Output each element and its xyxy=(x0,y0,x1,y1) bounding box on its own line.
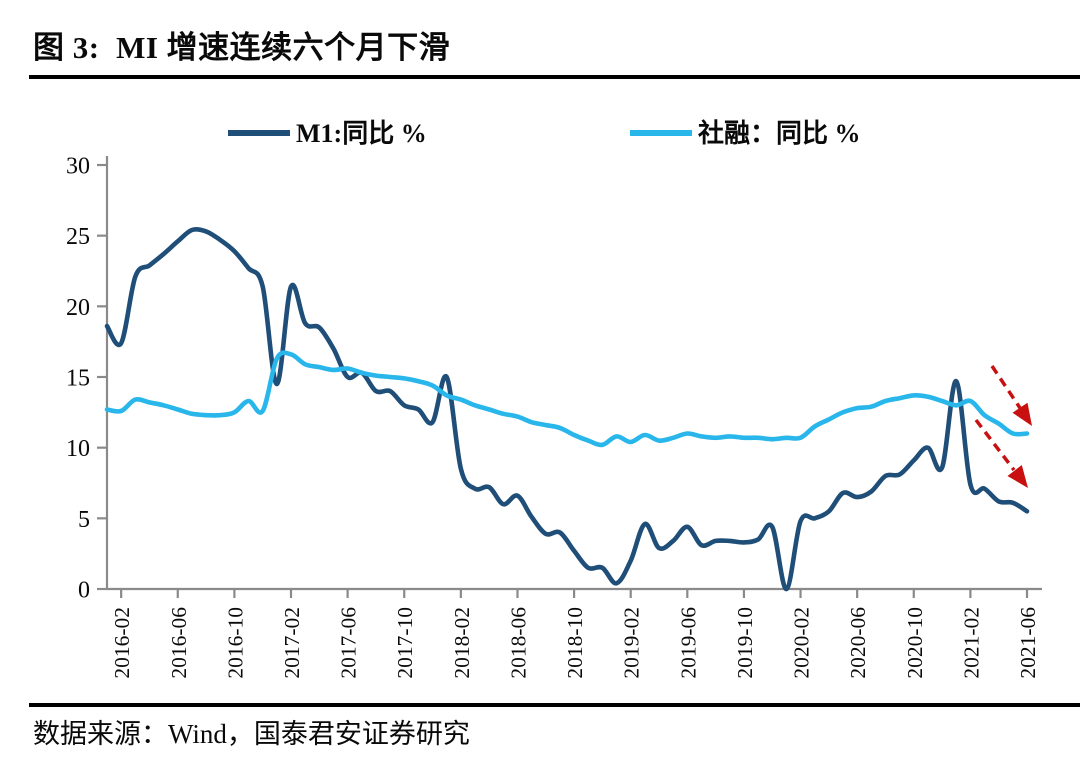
trend-arrow-lower-head xyxy=(1007,465,1028,488)
x-tick-label: 2019-10 xyxy=(733,607,757,679)
y-axis-ticks: 0 5 10 15 20 25 30 xyxy=(66,154,107,604)
trend-arrow-upper xyxy=(990,365,1032,426)
legend-label-shehuirong: 社融：同比 % xyxy=(698,118,861,148)
x-tick-label: 2016-02 xyxy=(110,607,134,679)
y-tick-label: 0 xyxy=(78,578,90,604)
y-tick-label: 15 xyxy=(66,366,90,392)
y-axis: 0 5 10 15 20 25 30 xyxy=(66,154,109,604)
trend-arrow-lower xyxy=(974,418,1028,488)
shehuirong-series-line xyxy=(104,350,1030,448)
x-tick-label: 2020-02 xyxy=(790,607,814,679)
y-tick-label: 10 xyxy=(66,436,90,462)
x-tick-label: 2017-10 xyxy=(393,607,417,679)
x-axis-ticks: 2016-02 2016-06 2016-10 2017-02 2017-06 2017-… xyxy=(110,589,1040,679)
x-tick-label: 2016-10 xyxy=(223,607,247,679)
x-tick-label: 2016-06 xyxy=(167,607,191,679)
x-tick-label: 2018-10 xyxy=(563,607,587,679)
trend-arrow-lower-shaft xyxy=(974,418,1016,472)
x-tick-label: 2019-06 xyxy=(676,607,700,679)
trend-arrow-upper-head xyxy=(1012,402,1032,426)
figure-title: 图 3: MI 增速连续六个月下滑 xyxy=(33,30,451,65)
x-tick-label: 2020-10 xyxy=(903,607,927,679)
x-tick-label: 2018-02 xyxy=(450,607,474,679)
footer-divider-rule xyxy=(29,703,1080,707)
x-tick-label: 2021-06 xyxy=(1016,607,1040,679)
y-tick-label: 20 xyxy=(66,295,90,321)
legend-label-m1: M1:同比 % xyxy=(296,119,427,148)
x-tick-label: 2021-02 xyxy=(959,607,983,679)
y-tick-label: 30 xyxy=(66,154,90,180)
chart-legend: M1:同比 % 社融：同比 % xyxy=(228,118,861,148)
y-tick-label: 25 xyxy=(66,224,90,250)
title-divider-rule xyxy=(29,75,1080,79)
x-axis: 2016-02 2016-06 2016-10 2017-02 2017-06 2017-… xyxy=(107,587,1042,679)
x-tick-label: 2017-06 xyxy=(337,607,361,679)
trend-arrow-upper-shaft xyxy=(990,365,1022,409)
x-tick-label: 2017-02 xyxy=(280,607,304,679)
data-source-text: 数据来源：Wind，国泰君安证券研究 xyxy=(33,719,470,749)
x-tick-label: 2018-06 xyxy=(506,607,530,679)
x-tick-label: 2019-02 xyxy=(620,607,644,679)
x-tick-label: 2020-06 xyxy=(846,607,870,679)
y-tick-label: 5 xyxy=(78,507,90,533)
m1-series-line xyxy=(104,227,1030,592)
